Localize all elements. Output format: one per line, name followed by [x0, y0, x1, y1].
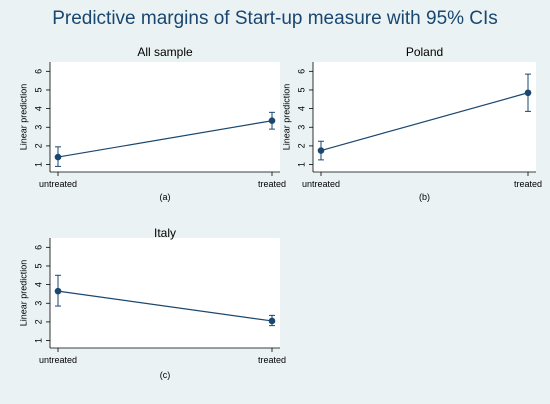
- y-tick-label-0-6: 6: [33, 69, 43, 74]
- y-tick-label-2-5: 5: [33, 263, 43, 268]
- data-point-1-0: [317, 147, 325, 154]
- panel-caption-2: (c): [160, 370, 171, 380]
- data-point-0-0: [54, 153, 62, 161]
- y-tick-label-1-5: 5: [296, 87, 306, 92]
- data-point-2-0: [54, 287, 62, 295]
- x-tick-label-0-treated: treated: [258, 179, 286, 189]
- x-tick-label-1-untreated: untreated: [302, 179, 340, 189]
- panel-caption-0: (a): [160, 192, 171, 202]
- y-tick-label-1-1: 1: [296, 162, 306, 167]
- y-tick-label-2-4: 4: [33, 282, 43, 287]
- x-tick-label-1-treated: treated: [514, 179, 542, 189]
- x-tick-label-2-treated: treated: [258, 355, 286, 365]
- y-tick-label-2-3: 3: [33, 301, 43, 306]
- panel-title-2: Italy: [154, 226, 176, 240]
- y-tick-label-1-2: 2: [296, 143, 306, 148]
- panel-caption-1: (b): [419, 192, 430, 202]
- panel-title-1: Poland: [406, 45, 443, 59]
- y-tick-label-0-2: 2: [33, 143, 43, 148]
- plot-area-0: [50, 62, 280, 172]
- data-point-1-1: [524, 89, 532, 97]
- panel-title-0: All sample: [137, 45, 193, 59]
- figure-title: Predictive margins of Start-up measure w…: [52, 8, 498, 29]
- y-tick-label-0-1: 1: [33, 162, 43, 167]
- series-line-2-0: [57, 290, 273, 322]
- plot-area-2: [50, 238, 280, 348]
- data-point-0-1: [268, 117, 276, 125]
- y-tick-label-0-3: 3: [33, 125, 43, 130]
- data-point-2-1: [268, 317, 276, 325]
- plot-area-1: [313, 62, 536, 172]
- y-axis-label-0: Linear prediction: [18, 84, 28, 151]
- y-tick-label-1-3: 3: [296, 125, 306, 130]
- series-line-0-0: [57, 120, 273, 158]
- y-tick-label-0-4: 4: [33, 106, 43, 111]
- x-tick-label-2-untreated: untreated: [39, 355, 77, 365]
- y-tick-label-2-1: 1: [33, 338, 43, 343]
- y-axis-label-2: Linear prediction: [18, 260, 28, 327]
- y-tick-label-2-2: 2: [33, 319, 43, 324]
- series-line-1-0: [320, 92, 529, 152]
- y-tick-label-1-4: 4: [296, 106, 306, 111]
- y-tick-label-0-5: 5: [33, 87, 43, 92]
- y-tick-label-2-6: 6: [33, 245, 43, 250]
- y-axis-label-1: Linear prediction: [281, 84, 291, 151]
- y-tick-label-1-6: 6: [296, 69, 306, 74]
- x-tick-label-0-untreated: untreated: [39, 179, 77, 189]
